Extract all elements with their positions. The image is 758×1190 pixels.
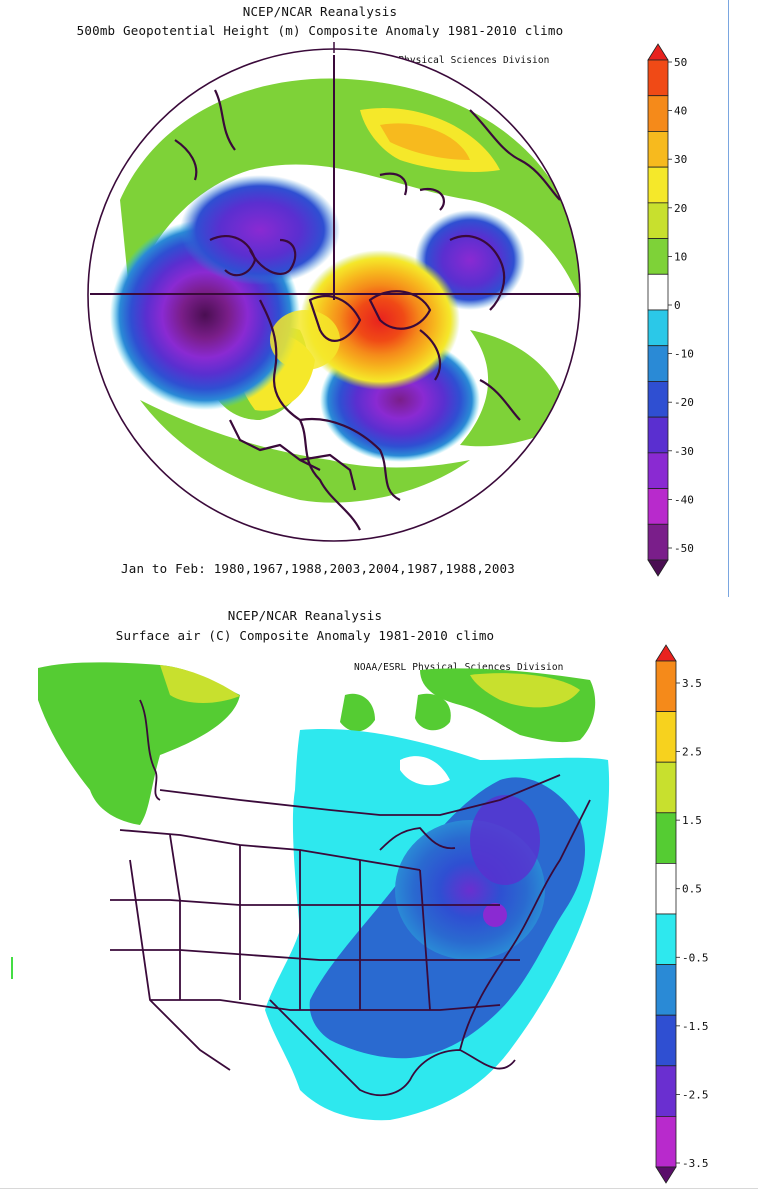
colorbar-segment (655, 1116, 677, 1168)
colorbar-label: 2.5 (682, 746, 702, 759)
colorbar-segment (655, 1065, 677, 1117)
colorbar-segment (655, 812, 677, 864)
colorbar-bottom-tip (647, 559, 669, 577)
colorbar-label: 0 (674, 299, 681, 312)
colorbar-segment (647, 59, 669, 97)
colorbar-label: -3.5 (682, 1157, 709, 1170)
colorbar-segment (647, 452, 669, 489)
colorbar-label: -30 (674, 445, 694, 458)
colorbar-segment (655, 711, 677, 763)
colorbar-segment (647, 166, 669, 204)
colorbar-label: 20 (674, 202, 687, 215)
frame-divider (728, 0, 729, 597)
colorbar-segment (655, 660, 677, 712)
polar-height-anomaly-map (88, 49, 580, 541)
colorbar-label: -2.5 (682, 1088, 709, 1101)
colorbar-label: 3.5 (682, 677, 702, 690)
colorbar-bottom-tip (655, 1166, 677, 1184)
colorbar-label: -1.5 (682, 1020, 709, 1033)
colorbar-label: -50 (674, 542, 694, 555)
colorbar-label: -10 (674, 348, 694, 361)
top-title-line1: NCEP/NCAR Reanalysis (242, 4, 398, 19)
top-colorbar: 50 40 30 20 10 0 -10 -20 -30 -40 -50 (647, 43, 694, 577)
bottom-border (0, 1188, 758, 1189)
colorbar-segment (655, 761, 677, 814)
colorbar-segment (655, 964, 677, 1016)
colorbar-top-tip (655, 644, 677, 662)
top-caption: Jan to Feb: 1980,1967,1988,2003,2004,198… (121, 561, 516, 576)
top-title-line2: 500mb Geopotential Height (m) Composite … (76, 23, 564, 38)
colorbar-label: -0.5 (682, 951, 709, 964)
top-credit: NOAA/ESRL Physical Sciences Division (340, 55, 550, 66)
colorbar-label: 30 (674, 153, 687, 166)
colorbar-label: 1.5 (682, 814, 702, 827)
colorbar-segment (647, 309, 669, 347)
colorbar-segment (647, 345, 669, 382)
colorbar-segment (655, 913, 677, 965)
colorbar-segment (647, 131, 669, 168)
bottom-title-line2: Surface air (C) Composite Anomaly 1981-2… (115, 628, 495, 643)
colorbar-segment (647, 416, 669, 454)
surface-temp-anomaly-map (38, 662, 610, 1121)
colorbar-segment (647, 381, 669, 418)
colorbar-segment (647, 95, 669, 132)
colorbar-top-tip (647, 43, 669, 61)
bottom-title-line1: NCEP/NCAR Reanalysis (227, 608, 383, 623)
colorbar-label: -40 (674, 493, 694, 506)
colorbar-segment (647, 202, 669, 239)
colorbar-segment (647, 273, 669, 311)
bottom-colorbar: 3.5 2.5 1.5 0.5 -0.5 -1.5 -2.5 -3.5 (655, 644, 709, 1184)
bottom-credit: NOAA/ESRL Physical Sciences Division (354, 662, 564, 673)
colorbar-label: 0.5 (682, 883, 702, 896)
colorbar-segment (647, 523, 669, 561)
colorbar-segment (647, 488, 669, 525)
colorbar-segment (655, 863, 677, 915)
colorbar-label: -20 (674, 396, 694, 409)
colorbar-segment (655, 1014, 677, 1067)
colorbar-label: 40 (674, 105, 687, 118)
colorbar-label: 50 (674, 56, 687, 69)
edge-mark (11, 957, 13, 979)
colorbar-label: 10 (674, 250, 687, 263)
colorbar-segment (647, 238, 669, 275)
